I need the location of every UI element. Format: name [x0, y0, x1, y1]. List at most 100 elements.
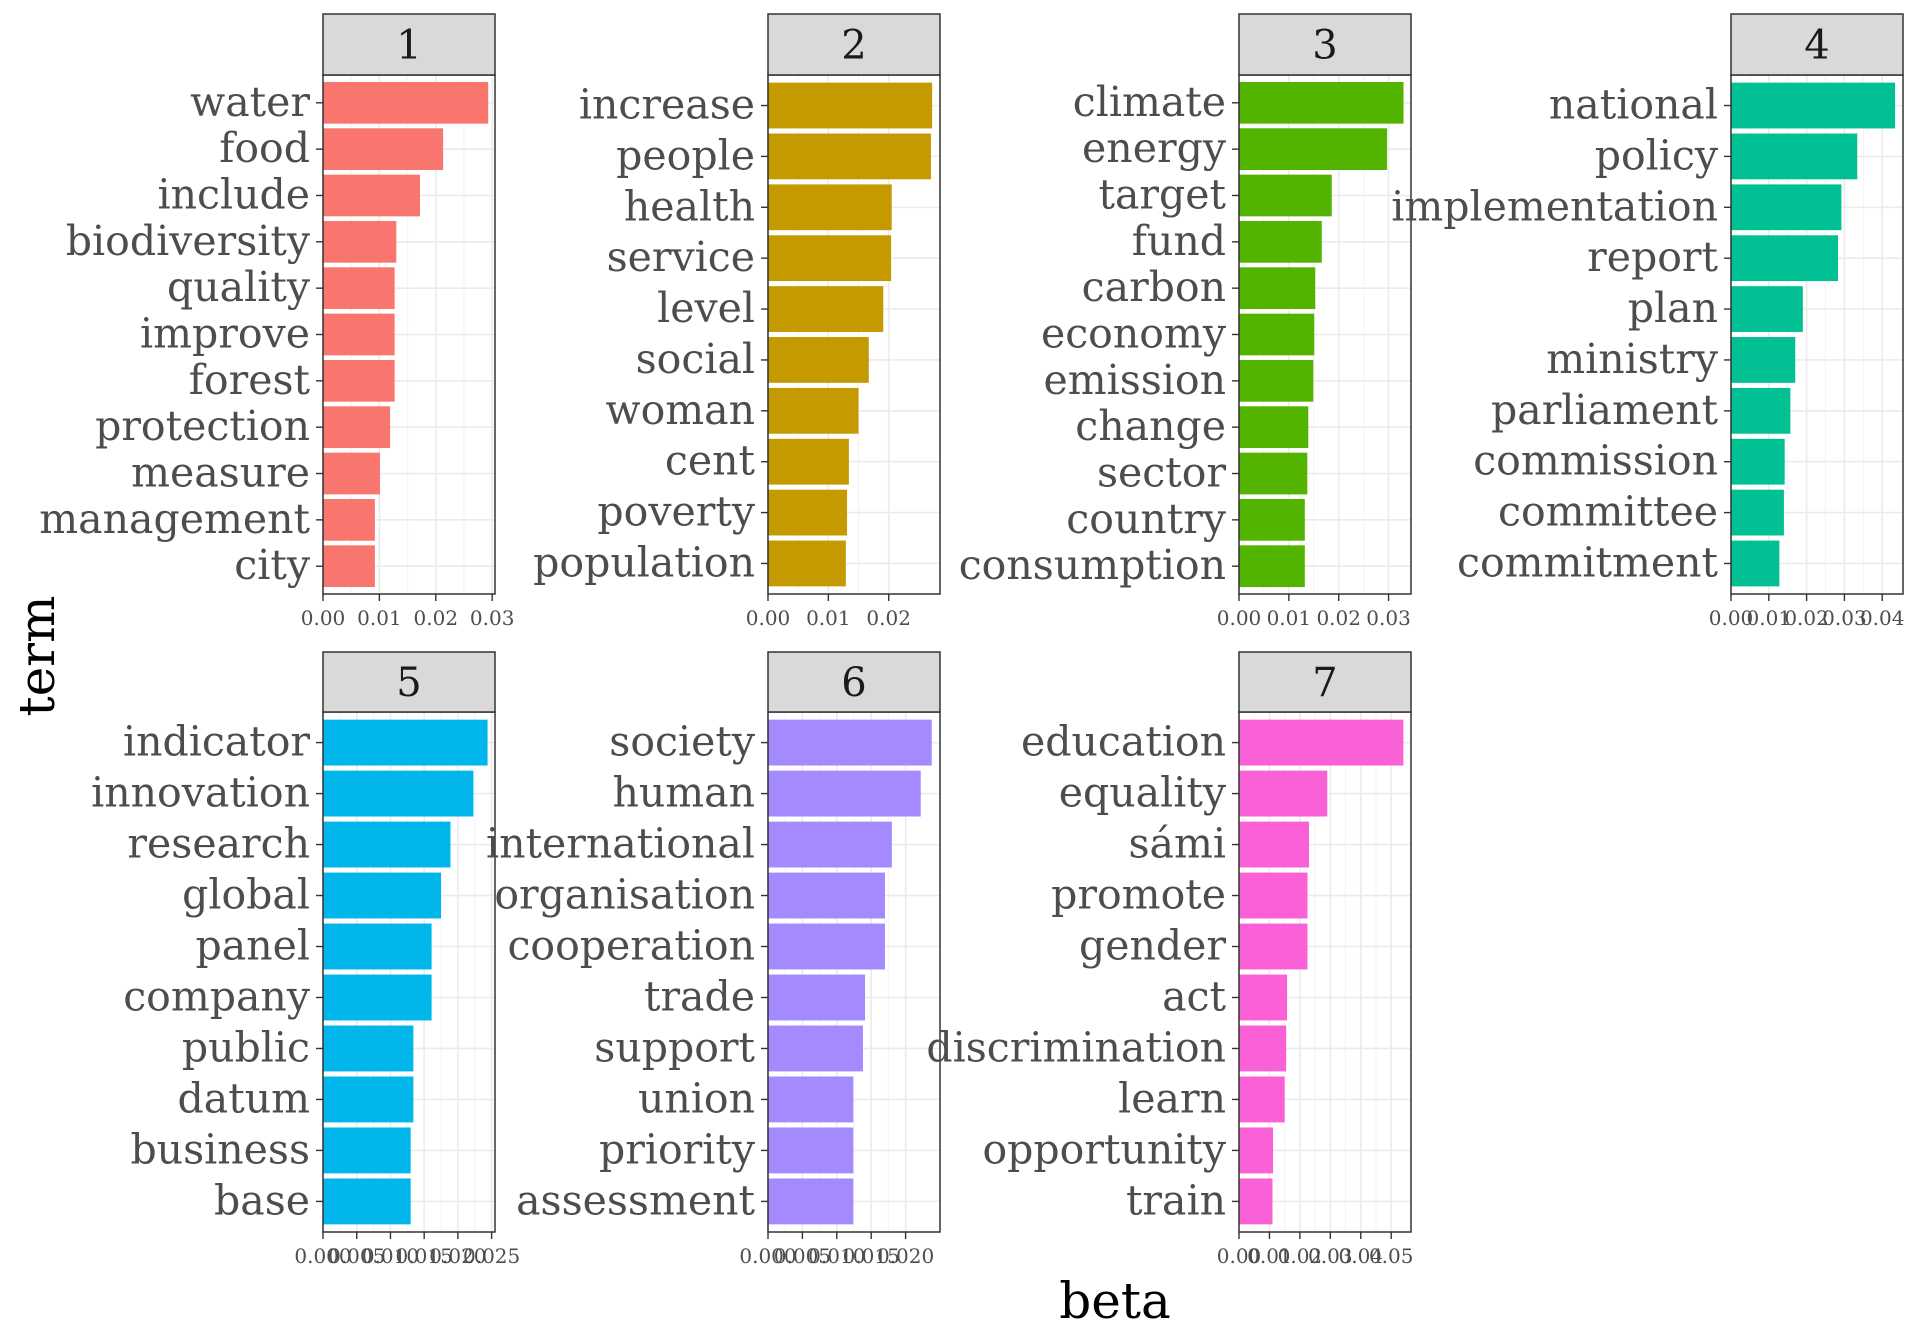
x-tick-label: 0.05 [1369, 1244, 1414, 1268]
term-label: health [624, 182, 755, 230]
term-label: biodiversity [66, 217, 311, 265]
bar-protection [323, 406, 391, 449]
term-label: train [1126, 1176, 1226, 1224]
x-tick-label: 0.00 [1217, 1244, 1262, 1268]
bar-train [1239, 1178, 1273, 1225]
term-label: base [214, 1176, 310, 1224]
term-label: woman [605, 386, 755, 434]
bar-gender [1239, 923, 1308, 970]
bar-level [768, 286, 884, 332]
y-axis-title: term [8, 596, 66, 717]
x-tick-label: 0.000 [294, 1244, 351, 1268]
bar-poverty [768, 489, 848, 536]
x-tick-label: 0.02 [414, 606, 459, 630]
bar-quality [323, 267, 395, 310]
term-label: city [234, 541, 311, 589]
bar-consumption [1239, 545, 1305, 588]
term-label: company [123, 972, 311, 1020]
bar-support [768, 1025, 863, 1072]
facet-strip [1238, 651, 1412, 713]
bar-city [323, 545, 375, 588]
bar-international [768, 821, 892, 868]
x-tick-label: 0.02 [1316, 606, 1361, 630]
term-label: consumption [959, 541, 1226, 589]
term-label: sector [1097, 449, 1226, 497]
term-label: research [127, 820, 310, 868]
facet-panel-4: nationalpolicyimplementationreportplanmi… [1391, 13, 1904, 630]
facet-panels: waterfoodincludebiodiversityqualityimpro… [39, 13, 1904, 1268]
term-label: cooperation [507, 922, 755, 970]
term-label: sámi [1129, 820, 1226, 868]
term-label: implementation [1391, 182, 1718, 230]
bar-improve [323, 313, 395, 356]
term-label: poverty [597, 488, 755, 536]
term-label: commitment [1457, 538, 1719, 586]
x-tick-label: 0.02 [1784, 606, 1829, 630]
facet-panel-3: climateenergytargetfundcarboneconomyemis… [959, 13, 1412, 630]
term-label: gender [1079, 922, 1226, 970]
term-label: forest [189, 356, 311, 404]
term-label: quality [167, 263, 311, 311]
term-label: social [636, 335, 755, 383]
bar-cent [768, 438, 849, 485]
facet-strip [767, 13, 941, 76]
term-label: management [39, 495, 310, 543]
bar-food [323, 128, 444, 170]
bar-population [768, 540, 846, 587]
term-label: service [607, 233, 755, 281]
bar-discrimination [1239, 1025, 1287, 1072]
bar-service [768, 235, 892, 282]
x-tick-label: 0.04 [1339, 1244, 1384, 1268]
x-tick-label: 0.03 [470, 606, 515, 630]
x-tick-label: 0.01 [1247, 1244, 1292, 1268]
x-axis-title: beta [1059, 1272, 1171, 1330]
term-label: priority [599, 1125, 756, 1173]
bar-health [768, 184, 892, 231]
bar-assessment [768, 1178, 854, 1225]
x-tick-label: 0.00 [1709, 606, 1754, 630]
bar-priority [768, 1127, 854, 1174]
bar-include [323, 174, 420, 217]
term-label: target [1098, 170, 1226, 218]
bar-promote [1239, 872, 1308, 919]
term-label: business [130, 1125, 310, 1173]
bar-equality [1239, 770, 1328, 817]
term-label: trade [644, 972, 755, 1020]
facet-strip-label: 3 [1312, 23, 1337, 69]
bar-indicator [323, 719, 488, 766]
bar-commitment [1731, 540, 1780, 587]
bar-panel [323, 923, 432, 970]
bar-economy [1239, 313, 1315, 356]
bar-target [1239, 174, 1332, 217]
term-label: commission [1473, 437, 1718, 485]
bar-measure [323, 452, 380, 495]
bar-social [768, 337, 869, 383]
x-tick-label: 0.020 [877, 1244, 934, 1268]
x-tick-label: 0.020 [429, 1244, 486, 1268]
bar-sector [1239, 452, 1308, 495]
x-tick-label: 0.005 [328, 1244, 385, 1268]
x-tick-label: 0.02 [866, 606, 911, 630]
term-label: people [616, 131, 755, 179]
term-label: committee [1498, 488, 1718, 536]
facet-strip [767, 651, 941, 713]
bar-company [323, 974, 432, 1021]
term-label: energy [1082, 124, 1227, 172]
term-label: discrimination [926, 1023, 1226, 1071]
term-label: cent [665, 437, 756, 485]
term-label: emission [1043, 356, 1226, 404]
bar-ministry [1731, 337, 1796, 383]
x-tick-label: 0.00 [1217, 606, 1262, 630]
bar-fund [1239, 220, 1322, 263]
term-label: carbon [1082, 263, 1226, 311]
bar-energy [1239, 128, 1388, 170]
term-label: policy [1595, 131, 1719, 179]
x-tick-label: 0.01 [1267, 606, 1312, 630]
term-label: equality [1059, 769, 1227, 817]
term-label: plan [1628, 284, 1718, 332]
bar-forest [323, 359, 395, 402]
facet-strip-label: 7 [1312, 660, 1337, 706]
bar-learn [1239, 1076, 1285, 1123]
facet-strip-label: 1 [396, 23, 421, 69]
bar-global [323, 872, 442, 919]
